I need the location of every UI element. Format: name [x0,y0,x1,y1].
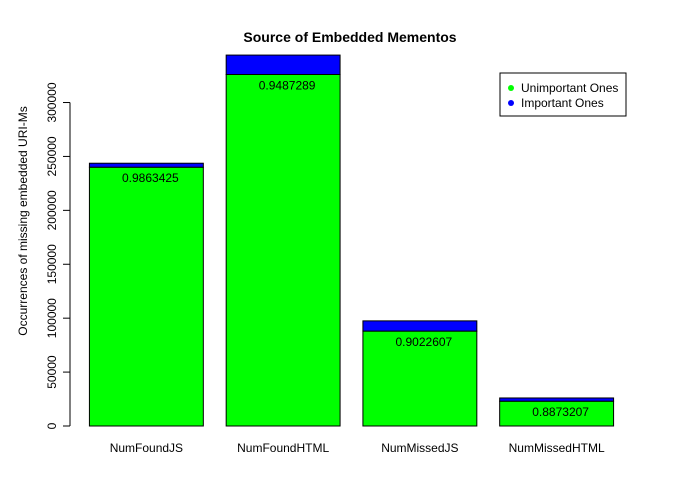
legend-label-unimportant: Unimportant Ones [521,81,618,95]
y-tick-label: 150000 [45,244,59,284]
legend-label-important: Important Ones [521,96,604,110]
bar-ratio-label: 0.9022607 [396,335,453,349]
legend-box [499,72,627,117]
bar-important [225,54,341,75]
y-tick-label: 0 [45,422,59,429]
x-category-label: NumMissedJS [381,441,458,455]
y-axis-label: Occurrences of missing embedded URI-Ms [16,106,30,335]
bars: 0.9863425 0.9487289 0.9022607 0.8873207 [88,54,615,427]
bar-important [499,397,615,402]
x-category-label: NumFoundHTML [237,441,329,455]
bar-ratio-label: 0.9863425 [122,171,179,185]
legend-marker-important [508,100,514,106]
x-axis-labels: NumFoundJS NumFoundHTML NumMissedJS NumMiss… [110,441,605,455]
y-tick-label: 200000 [45,190,59,230]
bar-unimportant [225,73,341,427]
legend-marker-unimportant [508,85,514,91]
bar-ratio-label: 0.8873207 [532,405,589,419]
bar-unimportant [88,166,204,427]
bar-unimportant [362,330,478,427]
bar-important [88,162,204,168]
y-tick-label: 100000 [45,298,59,338]
bar-unimportant [499,400,615,427]
y-tick-label: 50000 [45,355,59,389]
bar-important [362,320,478,332]
chart-title: Source of Embedded Mementos [243,29,456,45]
x-category-label: NumFoundJS [110,441,183,455]
bar-ratio-label: 0.9487289 [259,78,316,92]
x-category-label: NumMissedHTML [509,441,605,455]
y-axis: 0 50000 100000 150000 200000 250000 300000 [45,82,71,429]
legend: Unimportant Ones Important Ones [499,72,627,117]
y-tick-label: 250000 [45,136,59,176]
y-tick-label: 300000 [45,82,59,122]
